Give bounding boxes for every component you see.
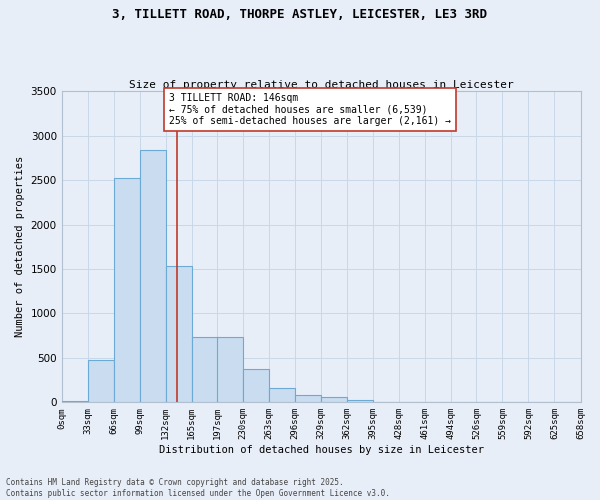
Y-axis label: Number of detached properties: Number of detached properties — [15, 156, 25, 338]
Bar — [140, 150, 166, 403]
X-axis label: Distribution of detached houses by size in Leicester: Distribution of detached houses by size … — [158, 445, 484, 455]
Bar — [166, 266, 192, 402]
Text: Contains HM Land Registry data © Crown copyright and database right 2025.
Contai: Contains HM Land Registry data © Crown c… — [6, 478, 390, 498]
Bar — [192, 336, 218, 402]
Bar — [243, 368, 269, 402]
Bar — [114, 178, 140, 402]
Title: Size of property relative to detached houses in Leicester: Size of property relative to detached ho… — [129, 80, 514, 90]
Bar — [88, 360, 114, 403]
Bar — [217, 336, 243, 402]
Bar — [321, 398, 347, 402]
Text: 3 TILLETT ROAD: 146sqm
← 75% of detached houses are smaller (6,539)
25% of semi-: 3 TILLETT ROAD: 146sqm ← 75% of detached… — [169, 93, 451, 126]
Bar — [269, 388, 295, 402]
Bar — [347, 400, 373, 402]
Text: 3, TILLETT ROAD, THORPE ASTLEY, LEICESTER, LE3 3RD: 3, TILLETT ROAD, THORPE ASTLEY, LEICESTE… — [113, 8, 487, 20]
Bar — [295, 395, 321, 402]
